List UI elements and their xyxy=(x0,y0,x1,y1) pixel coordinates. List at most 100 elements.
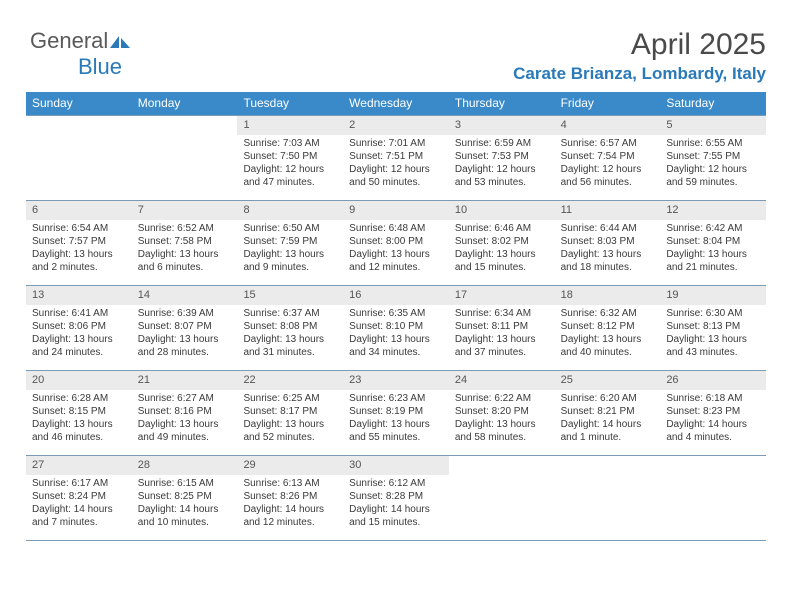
daylight-text: Daylight: 14 hours and 15 minutes. xyxy=(349,503,443,529)
day-cell: 14Sunrise: 6:39 AMSunset: 8:07 PMDayligh… xyxy=(132,286,238,370)
day-cell: 29Sunrise: 6:13 AMSunset: 8:26 PMDayligh… xyxy=(237,456,343,540)
day-number: 1 xyxy=(237,116,343,135)
day-info: Sunrise: 6:59 AMSunset: 7:53 PMDaylight:… xyxy=(449,135,555,193)
day-cell: 30Sunrise: 6:12 AMSunset: 8:28 PMDayligh… xyxy=(343,456,449,540)
day-info: Sunrise: 7:01 AMSunset: 7:51 PMDaylight:… xyxy=(343,135,449,193)
empty-cell xyxy=(449,456,555,540)
daylight-text: Daylight: 13 hours and 24 minutes. xyxy=(32,333,126,359)
daylight-text: Daylight: 13 hours and 15 minutes. xyxy=(455,248,549,274)
sunrise-text: Sunrise: 6:12 AM xyxy=(349,477,443,490)
daylight-text: Daylight: 13 hours and 28 minutes. xyxy=(138,333,232,359)
day-number: 12 xyxy=(660,201,766,220)
daylight-text: Daylight: 13 hours and 6 minutes. xyxy=(138,248,232,274)
day-info: Sunrise: 6:57 AMSunset: 7:54 PMDaylight:… xyxy=(555,135,661,193)
sunrise-text: Sunrise: 6:28 AM xyxy=(32,392,126,405)
day-number: 4 xyxy=(555,116,661,135)
day-cell: 2Sunrise: 7:01 AMSunset: 7:51 PMDaylight… xyxy=(343,116,449,200)
day-number: 13 xyxy=(26,286,132,305)
day-info: Sunrise: 6:22 AMSunset: 8:20 PMDaylight:… xyxy=(449,390,555,448)
day-header-cell: Saturday xyxy=(660,92,766,115)
day-info: Sunrise: 6:44 AMSunset: 8:03 PMDaylight:… xyxy=(555,220,661,278)
daylight-text: Daylight: 13 hours and 52 minutes. xyxy=(243,418,337,444)
day-number: 5 xyxy=(660,116,766,135)
daylight-text: Daylight: 12 hours and 47 minutes. xyxy=(243,163,337,189)
month-title: April 2025 xyxy=(26,28,766,62)
empty-cell xyxy=(660,456,766,540)
day-cell: 5Sunrise: 6:55 AMSunset: 7:55 PMDaylight… xyxy=(660,116,766,200)
day-number: 22 xyxy=(237,371,343,390)
day-number: 19 xyxy=(660,286,766,305)
sunset-text: Sunset: 8:12 PM xyxy=(561,320,655,333)
logo-text-general: General xyxy=(30,28,108,53)
daylight-text: Daylight: 12 hours and 53 minutes. xyxy=(455,163,549,189)
week-row: 6Sunrise: 6:54 AMSunset: 7:57 PMDaylight… xyxy=(26,200,766,285)
daylight-text: Daylight: 13 hours and 58 minutes. xyxy=(455,418,549,444)
daylight-text: Daylight: 13 hours and 40 minutes. xyxy=(561,333,655,359)
sunrise-text: Sunrise: 6:50 AM xyxy=(243,222,337,235)
sunrise-text: Sunrise: 6:30 AM xyxy=(666,307,760,320)
calendar-table: SundayMondayTuesdayWednesdayThursdayFrid… xyxy=(26,92,766,541)
day-number: 14 xyxy=(132,286,238,305)
day-number: 15 xyxy=(237,286,343,305)
day-info: Sunrise: 6:46 AMSunset: 8:02 PMDaylight:… xyxy=(449,220,555,278)
daylight-text: Daylight: 13 hours and 18 minutes. xyxy=(561,248,655,274)
sunset-text: Sunset: 8:26 PM xyxy=(243,490,337,503)
day-cell: 17Sunrise: 6:34 AMSunset: 8:11 PMDayligh… xyxy=(449,286,555,370)
sunset-text: Sunset: 8:16 PM xyxy=(138,405,232,418)
day-info: Sunrise: 6:23 AMSunset: 8:19 PMDaylight:… xyxy=(343,390,449,448)
day-info: Sunrise: 6:27 AMSunset: 8:16 PMDaylight:… xyxy=(132,390,238,448)
sunset-text: Sunset: 8:23 PM xyxy=(666,405,760,418)
sunrise-text: Sunrise: 6:27 AM xyxy=(138,392,232,405)
day-info: Sunrise: 6:12 AMSunset: 8:28 PMDaylight:… xyxy=(343,475,449,533)
sunrise-text: Sunrise: 6:41 AM xyxy=(32,307,126,320)
sunset-text: Sunset: 8:17 PM xyxy=(243,405,337,418)
sunset-text: Sunset: 8:20 PM xyxy=(455,405,549,418)
day-info: Sunrise: 6:35 AMSunset: 8:10 PMDaylight:… xyxy=(343,305,449,363)
daylight-text: Daylight: 13 hours and 21 minutes. xyxy=(666,248,760,274)
day-info: Sunrise: 6:54 AMSunset: 7:57 PMDaylight:… xyxy=(26,220,132,278)
daylight-text: Daylight: 14 hours and 12 minutes. xyxy=(243,503,337,529)
day-header-cell: Wednesday xyxy=(343,92,449,115)
sunset-text: Sunset: 8:25 PM xyxy=(138,490,232,503)
week-row: 1Sunrise: 7:03 AMSunset: 7:50 PMDaylight… xyxy=(26,115,766,200)
day-info: Sunrise: 6:13 AMSunset: 8:26 PMDaylight:… xyxy=(237,475,343,533)
day-info: Sunrise: 6:39 AMSunset: 8:07 PMDaylight:… xyxy=(132,305,238,363)
sunrise-text: Sunrise: 6:32 AM xyxy=(561,307,655,320)
day-header-cell: Thursday xyxy=(449,92,555,115)
day-number: 26 xyxy=(660,371,766,390)
sunset-text: Sunset: 8:03 PM xyxy=(561,235,655,248)
day-info: Sunrise: 6:37 AMSunset: 8:08 PMDaylight:… xyxy=(237,305,343,363)
daylight-text: Daylight: 13 hours and 31 minutes. xyxy=(243,333,337,359)
day-cell: 9Sunrise: 6:48 AMSunset: 8:00 PMDaylight… xyxy=(343,201,449,285)
sunrise-text: Sunrise: 6:52 AM xyxy=(138,222,232,235)
sunset-text: Sunset: 7:50 PM xyxy=(243,150,337,163)
sunset-text: Sunset: 7:59 PM xyxy=(243,235,337,248)
sunrise-text: Sunrise: 7:01 AM xyxy=(349,137,443,150)
day-number: 9 xyxy=(343,201,449,220)
day-info: Sunrise: 6:32 AMSunset: 8:12 PMDaylight:… xyxy=(555,305,661,363)
sunrise-text: Sunrise: 6:54 AM xyxy=(32,222,126,235)
sunset-text: Sunset: 8:10 PM xyxy=(349,320,443,333)
day-number: 7 xyxy=(132,201,238,220)
logo-sail-icon xyxy=(110,34,130,50)
day-number: 20 xyxy=(26,371,132,390)
day-number: 24 xyxy=(449,371,555,390)
daylight-text: Daylight: 13 hours and 12 minutes. xyxy=(349,248,443,274)
day-cell: 8Sunrise: 6:50 AMSunset: 7:59 PMDaylight… xyxy=(237,201,343,285)
day-number: 16 xyxy=(343,286,449,305)
empty-cell xyxy=(26,116,132,200)
day-header-cell: Monday xyxy=(132,92,238,115)
day-cell: 3Sunrise: 6:59 AMSunset: 7:53 PMDaylight… xyxy=(449,116,555,200)
day-info: Sunrise: 6:41 AMSunset: 8:06 PMDaylight:… xyxy=(26,305,132,363)
daylight-text: Daylight: 13 hours and 43 minutes. xyxy=(666,333,760,359)
day-info: Sunrise: 6:55 AMSunset: 7:55 PMDaylight:… xyxy=(660,135,766,193)
sunrise-text: Sunrise: 6:35 AM xyxy=(349,307,443,320)
sunset-text: Sunset: 8:02 PM xyxy=(455,235,549,248)
day-number: 27 xyxy=(26,456,132,475)
sunrise-text: Sunrise: 6:22 AM xyxy=(455,392,549,405)
daylight-text: Daylight: 14 hours and 1 minute. xyxy=(561,418,655,444)
day-info: Sunrise: 6:25 AMSunset: 8:17 PMDaylight:… xyxy=(237,390,343,448)
sunset-text: Sunset: 8:24 PM xyxy=(32,490,126,503)
day-cell: 11Sunrise: 6:44 AMSunset: 8:03 PMDayligh… xyxy=(555,201,661,285)
day-cell: 18Sunrise: 6:32 AMSunset: 8:12 PMDayligh… xyxy=(555,286,661,370)
